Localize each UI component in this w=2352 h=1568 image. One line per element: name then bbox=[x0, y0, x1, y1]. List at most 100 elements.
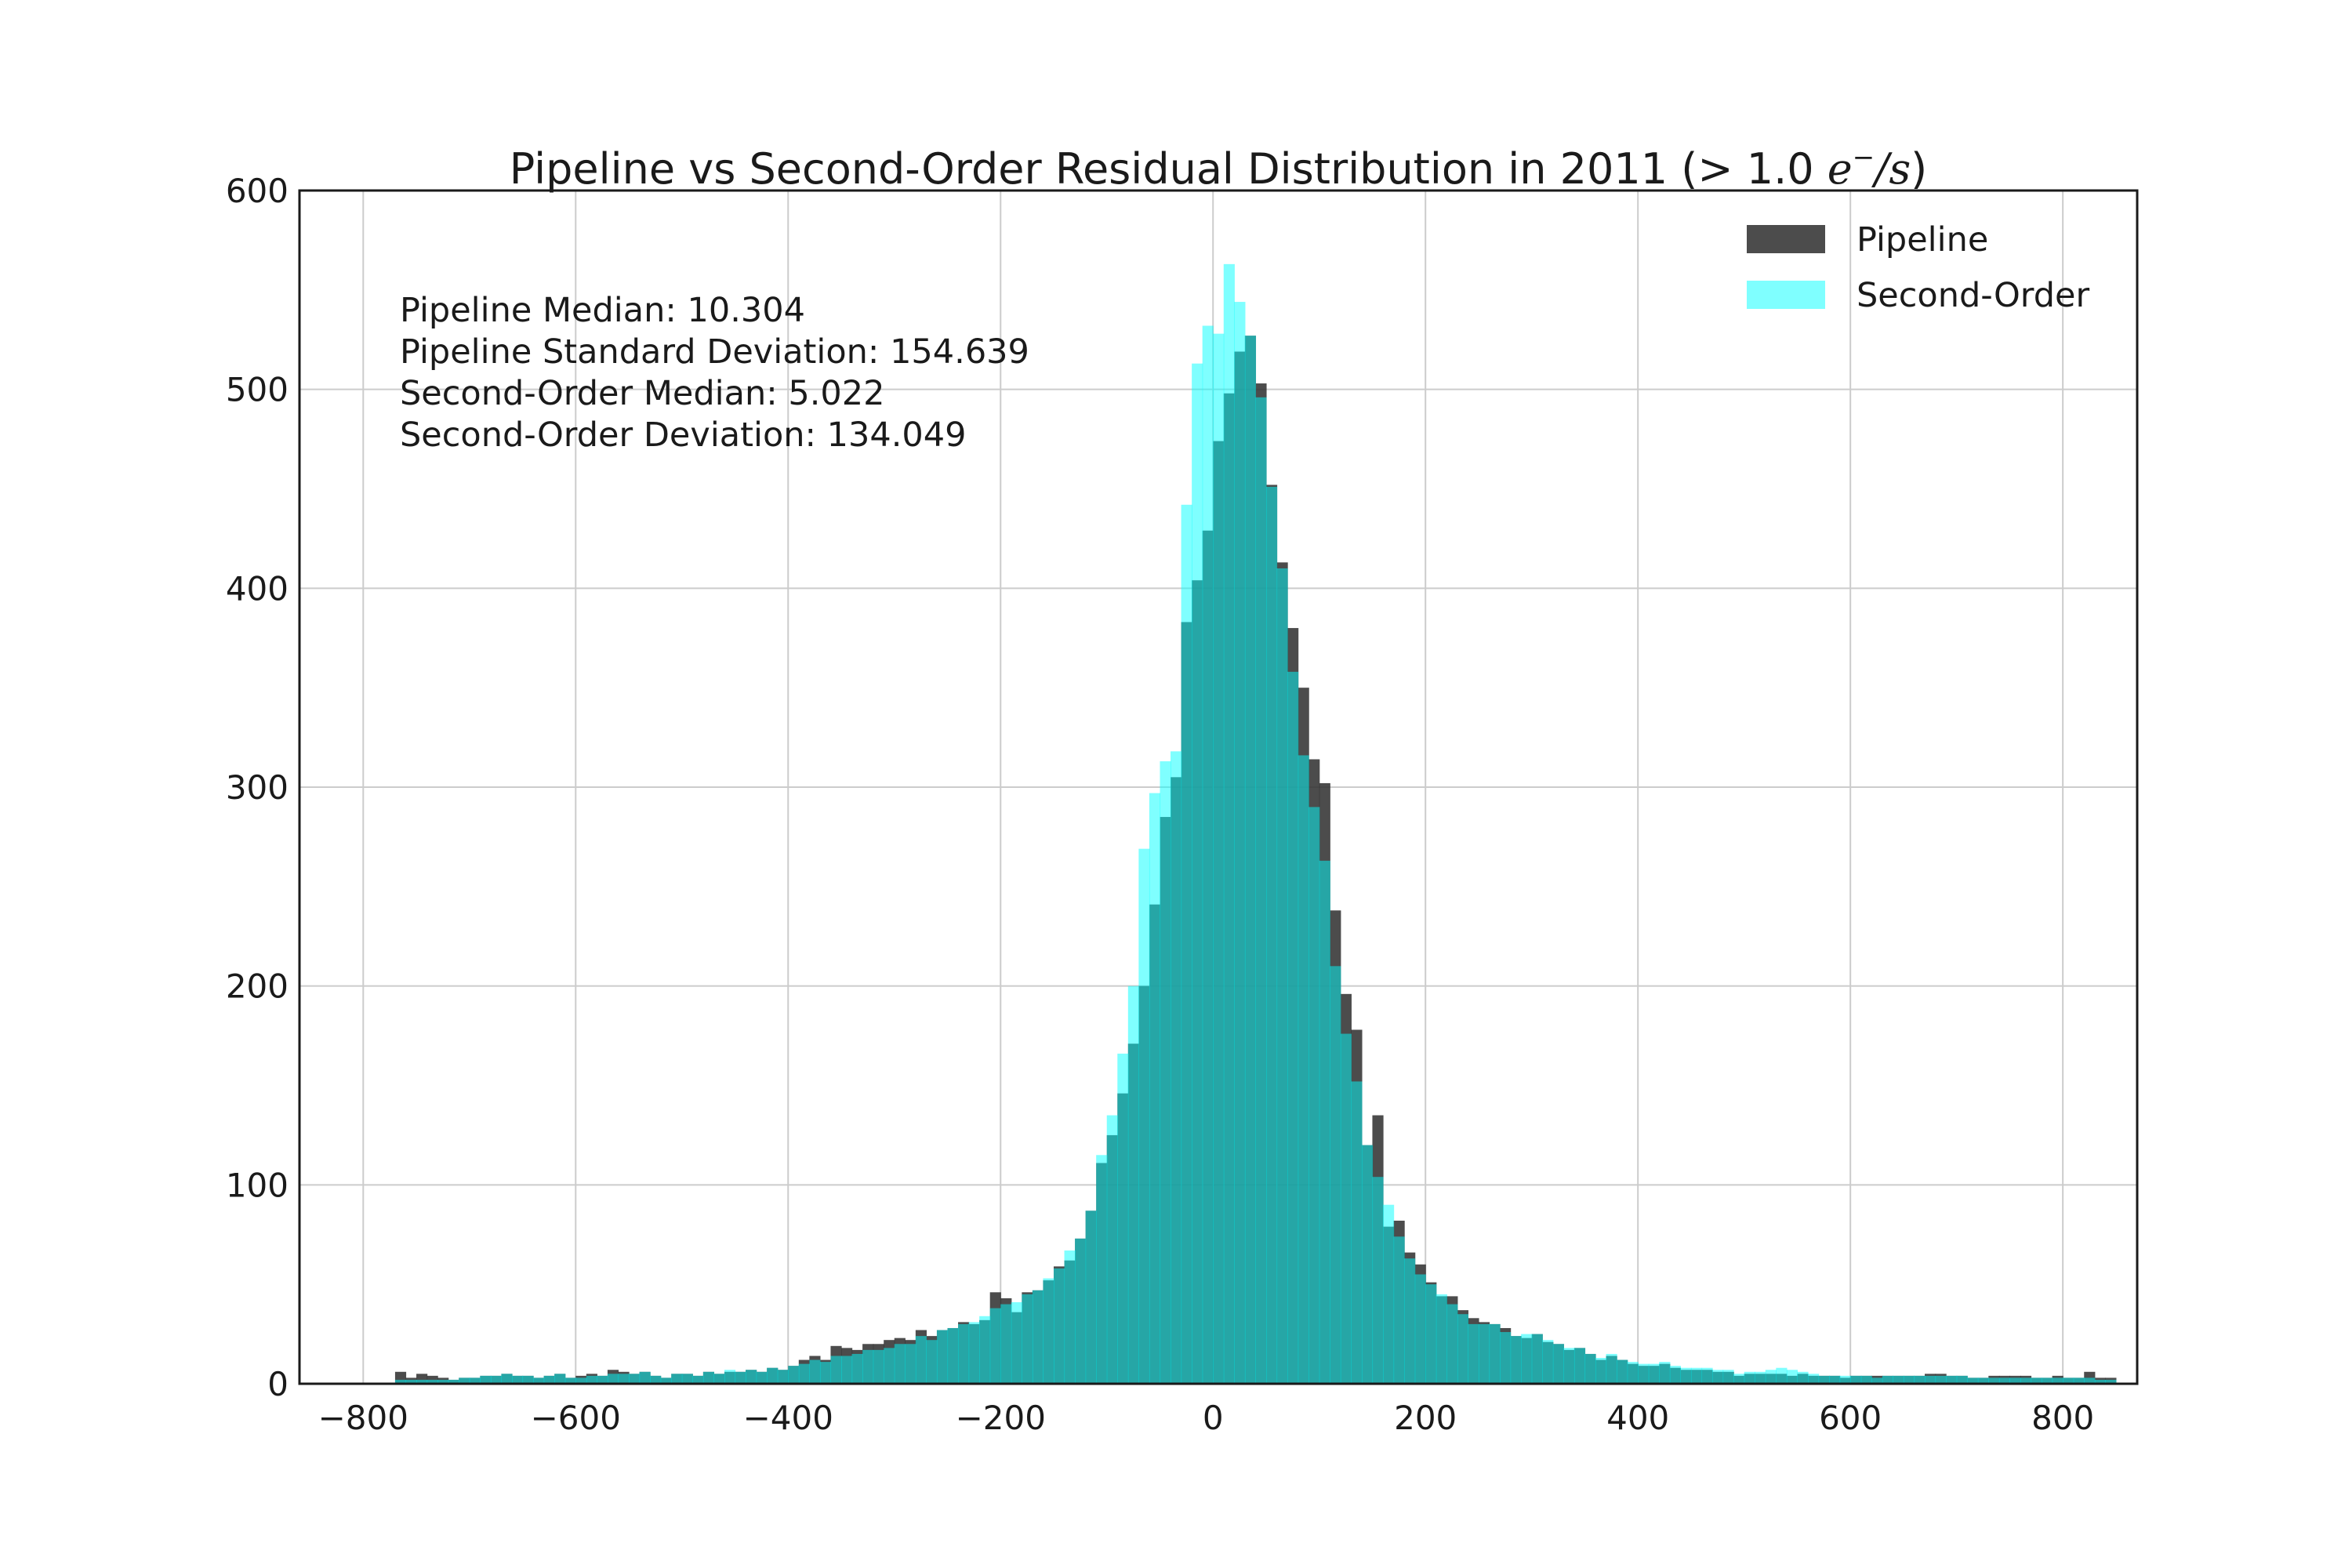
chart-title-suffix: ) bbox=[1911, 144, 1928, 194]
bar-second-order bbox=[1584, 1353, 1596, 1384]
chart-title-unit-sup: − bbox=[1852, 142, 1875, 173]
bar-second-order bbox=[426, 1379, 438, 1384]
bar-second-order bbox=[1935, 1375, 1947, 1384]
bar-second-order bbox=[1043, 1278, 1054, 1384]
bar-second-order bbox=[958, 1323, 970, 1384]
bar-second-order bbox=[1659, 1362, 1671, 1384]
bar-second-order bbox=[1171, 751, 1182, 1384]
bar-second-order bbox=[1638, 1363, 1650, 1384]
bar-second-order bbox=[1160, 761, 1171, 1384]
bar-second-order bbox=[989, 1308, 1001, 1384]
chart-title-unit-rest: /s bbox=[1875, 144, 1911, 194]
bar-second-order bbox=[1776, 1367, 1788, 1384]
bar-second-order bbox=[1946, 1375, 1958, 1384]
bar-second-order bbox=[511, 1375, 524, 1384]
bar-second-order bbox=[830, 1356, 842, 1384]
bar-second-order bbox=[1786, 1370, 1798, 1384]
bar-second-order bbox=[1127, 985, 1139, 1384]
bar-second-order bbox=[2073, 1377, 2085, 1384]
bar-second-order bbox=[1436, 1294, 1447, 1384]
bar-second-order bbox=[1244, 336, 1257, 1385]
y-tick-label: 0 bbox=[267, 1365, 289, 1403]
bar-second-order bbox=[746, 1370, 757, 1384]
bar-second-order bbox=[1606, 1353, 1617, 1384]
bar-second-order bbox=[1893, 1375, 1904, 1384]
chart-title: Pipeline vs Second-Order Residual Distri… bbox=[299, 130, 2137, 197]
bar-second-order bbox=[1319, 860, 1330, 1384]
bar-second-order bbox=[1627, 1362, 1639, 1384]
bar-second-order bbox=[1648, 1363, 1660, 1384]
bar-second-order bbox=[1064, 1250, 1076, 1384]
chart-title-unit-base: e bbox=[1827, 144, 1853, 194]
bar-second-order bbox=[884, 1348, 895, 1384]
bar-second-order bbox=[448, 1379, 459, 1384]
legend-label-second-order: Second-Order bbox=[1857, 276, 2089, 315]
bar-second-order bbox=[905, 1344, 916, 1384]
bar-second-order bbox=[1531, 1334, 1543, 1384]
legend-swatch-pipeline bbox=[1747, 225, 1825, 253]
bar-second-order bbox=[1000, 1304, 1012, 1384]
bar-second-order bbox=[894, 1344, 906, 1384]
bar-second-order bbox=[809, 1359, 821, 1384]
bar-second-order bbox=[777, 1370, 789, 1384]
bar-second-order bbox=[1669, 1366, 1681, 1384]
bar-second-order bbox=[851, 1353, 863, 1384]
bar-second-order bbox=[1234, 302, 1246, 1384]
bar-second-order bbox=[1871, 1377, 1883, 1384]
bar-second-order bbox=[1988, 1377, 2000, 1384]
bar-second-order bbox=[501, 1374, 513, 1384]
bar-second-order bbox=[1075, 1238, 1087, 1384]
bar-second-order bbox=[1807, 1374, 1820, 1384]
bar-second-order bbox=[490, 1375, 503, 1384]
bar-second-order bbox=[2042, 1377, 2053, 1384]
stat-line-pipeline-std: Pipeline Standard Deviation: 154.639 bbox=[400, 332, 1029, 372]
bar-second-order bbox=[1552, 1344, 1564, 1384]
bar-second-order bbox=[607, 1374, 619, 1384]
bar-second-order bbox=[2063, 1377, 2074, 1384]
bar-second-order bbox=[405, 1379, 417, 1384]
bar-second-order bbox=[968, 1322, 980, 1384]
bar-second-order bbox=[1882, 1375, 1893, 1384]
bar-second-order bbox=[1722, 1370, 1734, 1384]
stat-line-second-order-median: Second-Order Median: 5.022 bbox=[400, 374, 884, 413]
x-tick-label: 0 bbox=[1203, 1399, 1224, 1437]
x-tick-label: −800 bbox=[318, 1399, 408, 1437]
bar-second-order bbox=[1265, 486, 1278, 1384]
bar-second-order bbox=[862, 1349, 874, 1384]
bar-second-order bbox=[1117, 1053, 1129, 1384]
bar-second-order bbox=[1181, 504, 1192, 1384]
bar-second-order bbox=[2105, 1379, 2117, 1384]
bar-second-order bbox=[1701, 1367, 1713, 1384]
y-tick-label: 600 bbox=[226, 172, 289, 210]
bar-second-order bbox=[1797, 1371, 1809, 1384]
bar-second-order bbox=[1053, 1268, 1065, 1384]
bar-second-order bbox=[1192, 363, 1203, 1385]
bar-second-order bbox=[1223, 263, 1235, 1384]
bar-second-order bbox=[873, 1349, 884, 1384]
bar-second-order bbox=[767, 1367, 779, 1384]
bar-second-order bbox=[756, 1371, 768, 1384]
bar-second-order bbox=[1255, 397, 1267, 1384]
bar-second-order bbox=[2052, 1377, 2063, 1384]
y-tick-label: 200 bbox=[226, 967, 289, 1006]
bar-second-order bbox=[650, 1375, 662, 1384]
stat-line-pipeline-median: Pipeline Median: 10.304 bbox=[400, 291, 805, 330]
bar-second-order bbox=[660, 1377, 672, 1384]
bar-second-order bbox=[1106, 1115, 1118, 1384]
bar-second-order bbox=[1446, 1304, 1458, 1384]
bar-second-order bbox=[1542, 1340, 1554, 1384]
bar-second-order bbox=[629, 1374, 641, 1384]
bar-second-order bbox=[522, 1375, 534, 1384]
bar-second-order bbox=[926, 1340, 938, 1384]
bar-second-order bbox=[681, 1374, 693, 1384]
bar-second-order bbox=[1351, 1081, 1363, 1384]
bar-second-order bbox=[1925, 1375, 1936, 1384]
bar-second-order bbox=[1712, 1370, 1724, 1384]
bar-second-order bbox=[1202, 325, 1214, 1384]
bar-second-order bbox=[1276, 568, 1288, 1384]
bar-second-order bbox=[1829, 1375, 1841, 1384]
bar-second-order bbox=[713, 1374, 725, 1384]
bar-second-order bbox=[1298, 755, 1309, 1384]
